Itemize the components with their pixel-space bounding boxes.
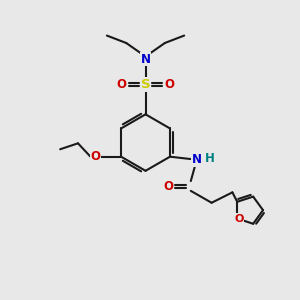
Text: S: S xyxy=(141,78,150,91)
Text: O: O xyxy=(163,180,173,193)
Text: O: O xyxy=(117,78,127,91)
Text: O: O xyxy=(164,78,174,91)
Text: N: N xyxy=(192,153,202,166)
Text: H: H xyxy=(205,152,215,165)
Text: O: O xyxy=(91,150,101,163)
Text: O: O xyxy=(234,214,243,224)
Text: N: N xyxy=(140,53,151,66)
